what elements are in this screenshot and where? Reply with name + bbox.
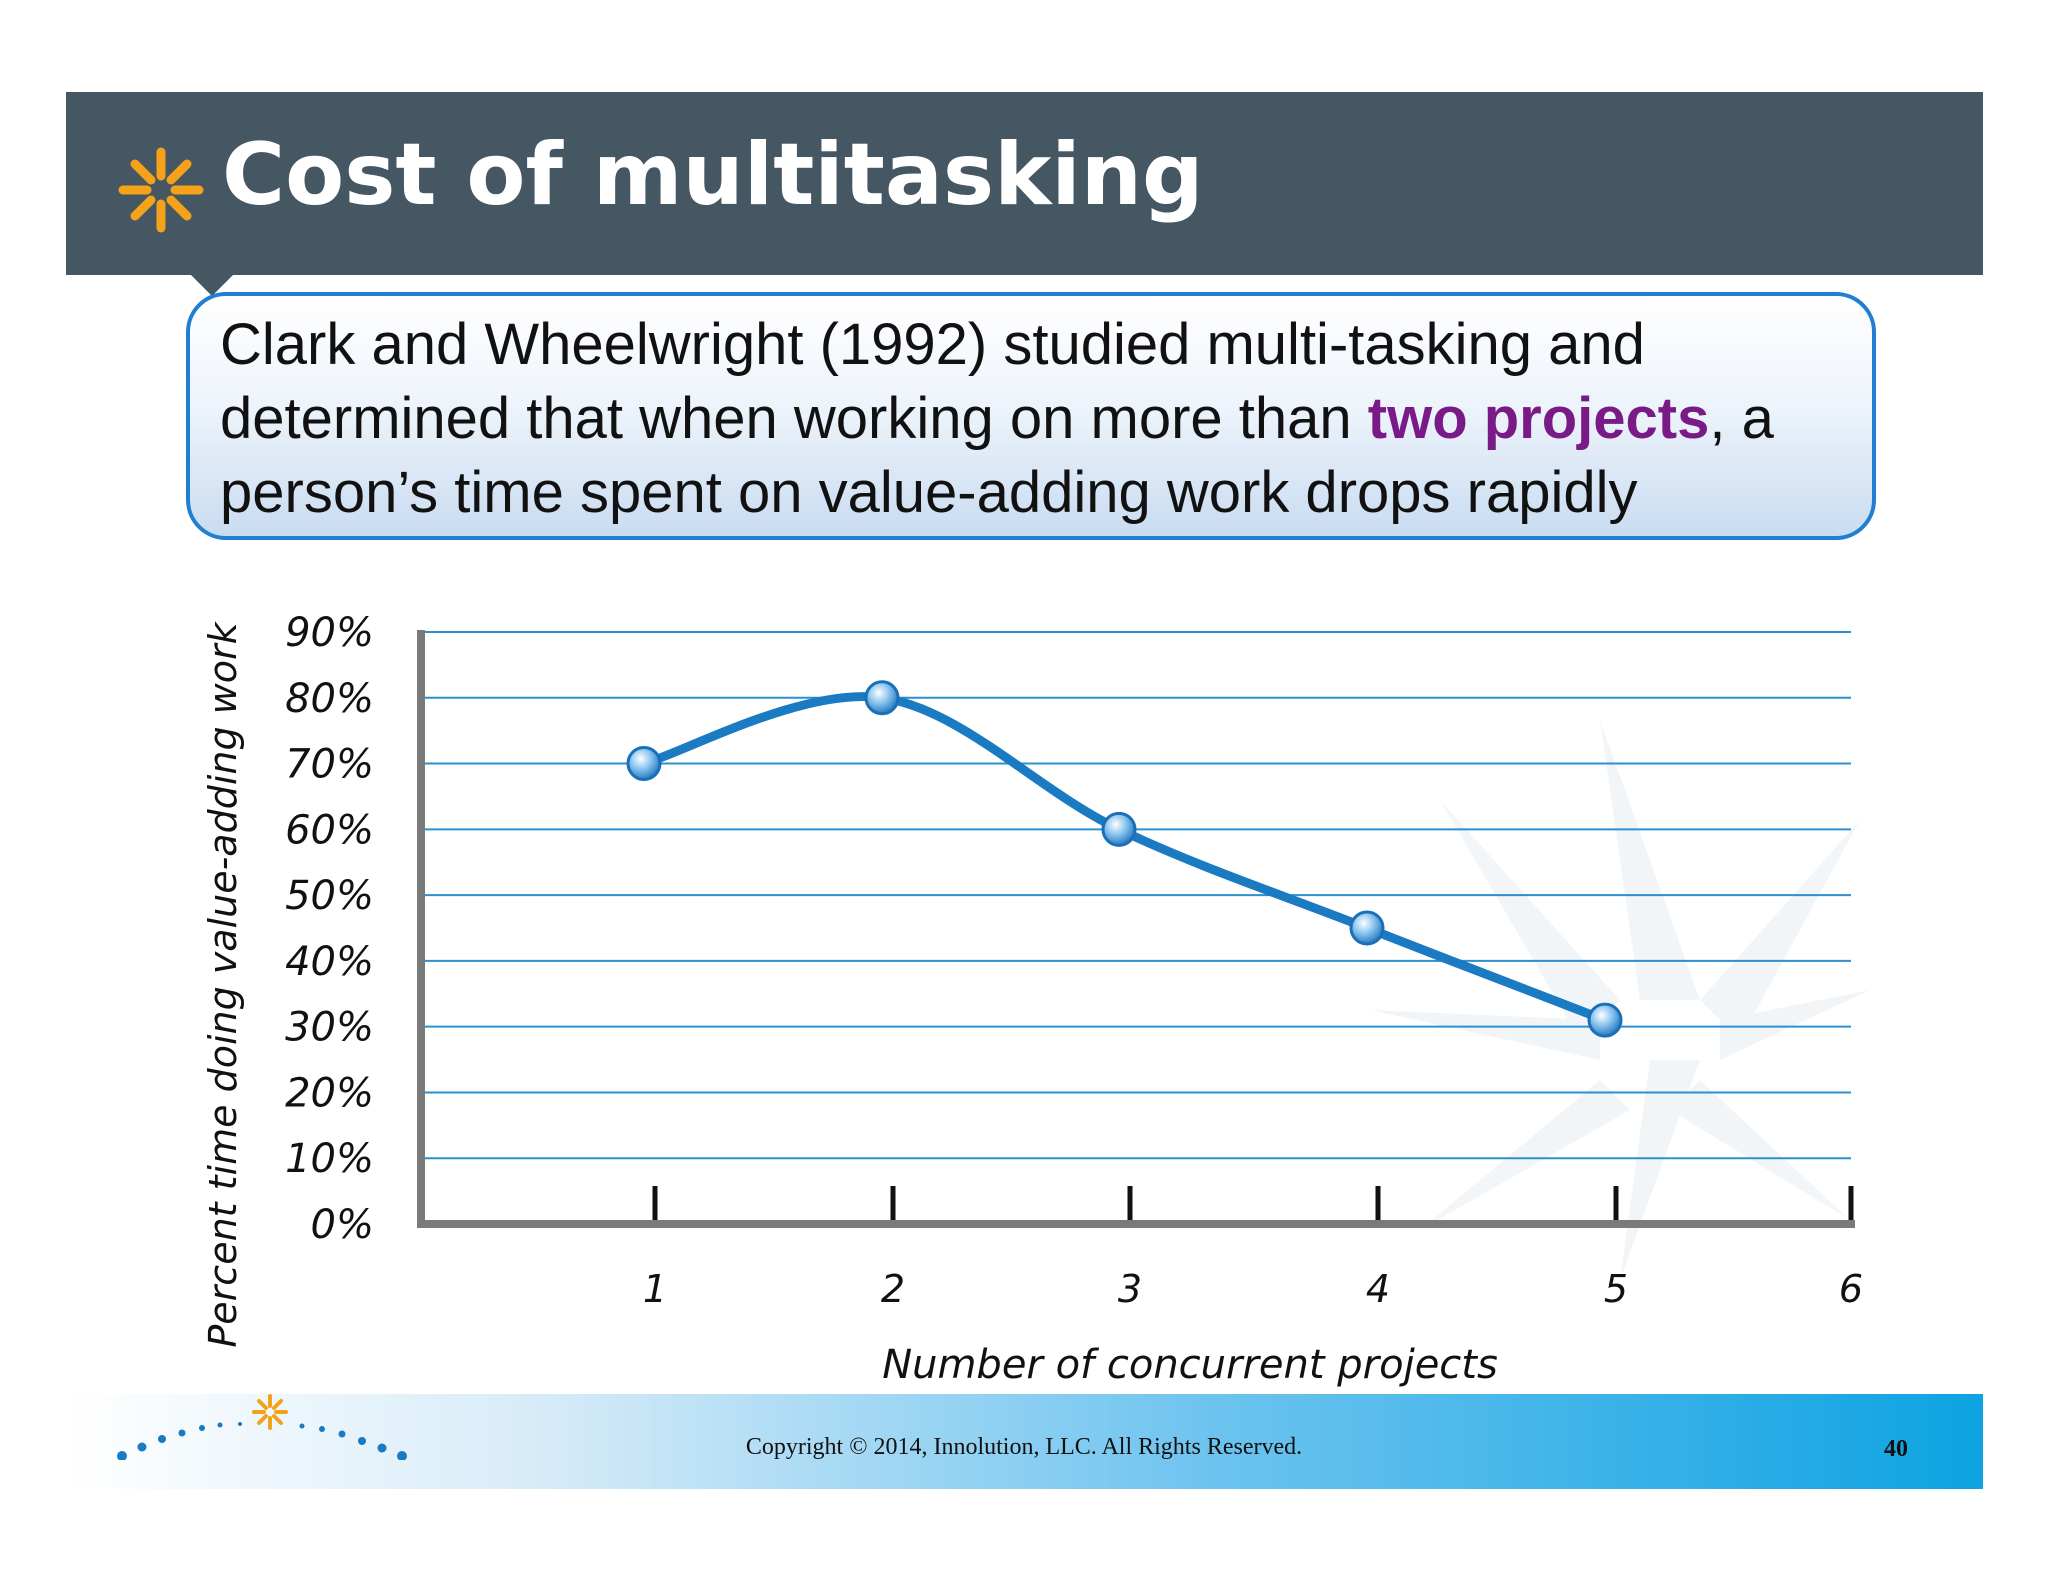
y-tick-label: 50% [285, 873, 374, 919]
x-axis-label: Number of concurrent projects [882, 1342, 1498, 1388]
y-tick-label: 10% [285, 1136, 374, 1182]
data-point [1587, 1002, 1623, 1038]
y-tick-label: 30% [285, 1005, 374, 1051]
data-point [864, 680, 900, 716]
page-title: Cost of multitasking [222, 125, 1204, 225]
copyright-text: Copyright © 2014, Innolution, LLC. All R… [745, 1434, 1303, 1460]
title-bar [66, 92, 1983, 275]
x-tick-label: 3 [1118, 1267, 1142, 1311]
chart-axes [417, 630, 1855, 1228]
starburst-watermark [1370, 720, 1870, 1280]
x-tick-label: 2 [881, 1267, 905, 1311]
y-tick-label: 70% [285, 742, 374, 788]
x-tick-label: 6 [1839, 1267, 1863, 1311]
y-tick-label: 80% [285, 676, 374, 722]
callout-box [186, 292, 1876, 540]
data-points [626, 680, 1623, 1038]
y-tick-label: 40% [285, 939, 374, 985]
y-tick-labels: 0% 10% 20% 30% 40% 50% 60% 70% 80% 90% [285, 610, 374, 1248]
x-tick-label: 5 [1604, 1267, 1628, 1311]
data-point [1101, 811, 1137, 847]
line-chart: 0% 10% 20% 30% 40% 50% 60% 70% 80% 90% 1 2 3 4 5 6 Num… [201, 610, 1870, 1388]
title-bar-pointer [190, 274, 234, 296]
y-tick-label: 60% [285, 807, 374, 853]
callout-text-part2: , a person’s time spent on value-adding … [220, 386, 1774, 525]
callout-text-part1: Clark and Wheelwright (1992) studied mul… [220, 312, 1645, 451]
series-line [639, 692, 1610, 1025]
starburst-icon [118, 147, 204, 233]
dotted-arc-logo-icon [117, 1394, 407, 1460]
y-tick-label: 90% [285, 610, 374, 656]
callout-highlight: two projects [1367, 386, 1710, 451]
x-tick-labels: 1 2 3 4 5 6 [643, 1267, 1863, 1311]
data-point [626, 746, 662, 782]
y-axis-label: Percent time doing value-adding work [201, 620, 245, 1347]
chart-gridlines [421, 631, 1851, 1160]
data-point [1349, 910, 1385, 946]
x-tick-label: 4 [1366, 1267, 1390, 1311]
callout-text: Clark and Wheelwright (1992) studied mul… [220, 308, 1860, 530]
page-number: 40 [1884, 1436, 1908, 1462]
y-tick-label: 0% [311, 1202, 374, 1248]
y-tick-label: 20% [285, 1070, 374, 1116]
x-tick-label: 1 [643, 1267, 667, 1311]
footer-bar [66, 1394, 1983, 1489]
x-tick-marks [652, 1186, 1854, 1220]
